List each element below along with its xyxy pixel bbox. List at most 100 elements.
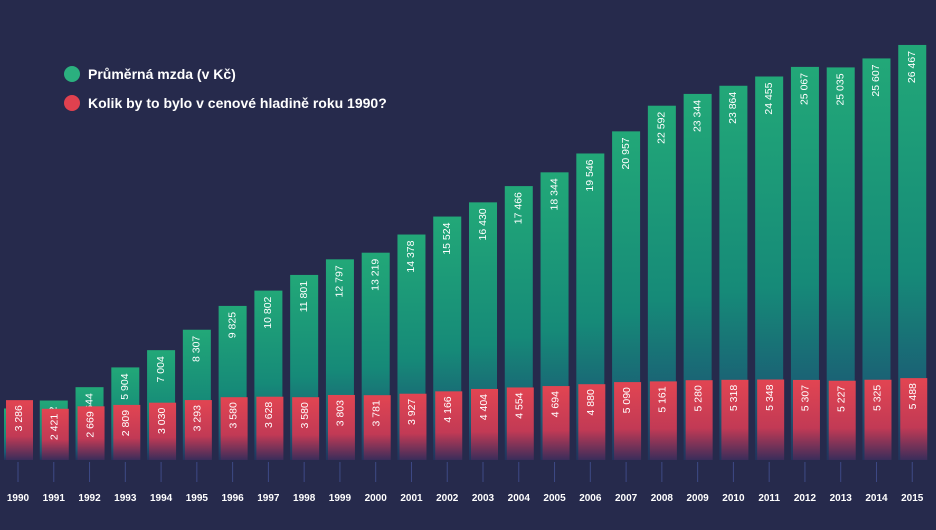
x-tick-label-1992: 1992 [78,493,101,504]
x-tick-label-2012: 2012 [794,493,817,504]
bar-label-green-1999: 12 797 [334,265,346,297]
bar-red-2007[interactable] [614,382,642,460]
x-tick-label-1994: 1994 [150,493,173,504]
bar-label-red-2007: 5 090 [621,387,633,413]
bar-label-green-1997: 10 802 [262,296,274,328]
bar-red-2005[interactable] [542,386,570,460]
bar-label-green-2012: 25 067 [799,73,811,105]
legend-label-green: Průměrná mzda (v Kč) [88,66,236,82]
x-tick-label-1993: 1993 [114,493,137,504]
bar-label-red-1990: 3 286 [13,405,25,431]
x-tick-label-1991: 1991 [43,493,66,504]
bar-label-red-2008: 5 161 [657,386,669,412]
bar-label-red-2013: 5 227 [835,386,847,412]
bar-label-red-1993: 2 809 [120,410,132,436]
bar-red-1995[interactable] [184,400,212,460]
bar-label-red-2005: 4 694 [549,391,561,417]
bar-red-2011[interactable] [757,379,785,460]
x-tick-label-2011: 2011 [758,493,780,504]
bar-label-red-2006: 4 880 [585,389,597,415]
bar-label-red-1992: 2 669 [84,411,96,437]
bar-red-1997[interactable] [256,396,284,460]
x-tick-label-2003: 2003 [472,493,495,504]
bar-label-green-2013: 25 035 [834,73,846,105]
bar-label-red-1995: 3 293 [192,405,204,431]
bar-label-green-1996: 9 825 [226,312,238,338]
bar-label-red-2002: 4 166 [442,396,454,422]
bar-label-green-2005: 18 344 [548,178,560,210]
bar-label-red-2004: 4 554 [514,392,526,418]
bar-red-1991[interactable] [41,408,69,460]
bar-label-green-2006: 19 546 [584,159,596,191]
bar-red-2013[interactable] [828,380,856,460]
bar-red-2014[interactable] [864,379,892,460]
bar-label-red-1991: 2 421 [49,414,61,440]
bar-red-1996[interactable] [220,397,248,460]
bar-red-1992[interactable] [77,406,105,460]
x-axis-ticks: 1990 1991 1992 1993 1994 1995 1996 1997 1998 1999… [7,462,924,504]
bar-label-green-2015: 26 467 [906,51,918,83]
bar-label-green-2003: 16 430 [477,208,489,240]
bar-label-red-2001: 3 927 [406,399,418,425]
bar-label-green-2014: 25 607 [870,64,882,96]
bar-label-red-1994: 3 030 [156,408,168,434]
x-tick-label-1997: 1997 [257,493,280,504]
bar-label-green-2011: 24 455 [763,82,775,114]
bar-red-2015[interactable] [900,378,928,460]
bar-label-green-1993: 5 904 [119,373,131,399]
series-red-bars: 3 286 2 421 2 669 2 809 3 030 3 293 3 580 3 628… [6,378,928,460]
bar-red-1990[interactable] [6,400,33,460]
bar-label-red-2003: 4 404 [478,394,490,420]
bar-red-2012[interactable] [792,379,820,460]
bar-label-green-2000: 13 219 [369,259,381,291]
bar-label-green-1998: 11 801 [298,281,310,312]
x-tick-label-2001: 2001 [400,493,423,504]
bar-red-1999[interactable] [327,394,355,460]
bar-red-2002[interactable] [435,391,463,460]
bar-label-red-2009: 5 280 [692,385,704,411]
bar-label-red-2011: 5 348 [764,384,776,410]
bar-label-green-2009: 23 344 [691,100,703,132]
legend: Průměrná mzda (v Kč) Kolik by to bylo v … [64,66,387,111]
x-tick-label-1990: 1990 [7,493,30,504]
x-tick-label-2006: 2006 [579,493,602,504]
x-tick-label-1999: 1999 [329,493,352,504]
bar-red-2003[interactable] [471,388,499,460]
bar-label-red-2012: 5 307 [800,385,812,411]
bar-label-green-1995: 8 307 [191,336,203,362]
bar-label-green-2010: 23 864 [727,92,739,124]
bar-label-red-2014: 5 325 [871,385,883,411]
x-tick-label-2010: 2010 [722,493,745,504]
bar-label-red-2015: 5 488 [907,383,919,409]
bar-label-red-1997: 3 628 [263,402,275,428]
bar-red-2009[interactable] [685,380,713,460]
bar-label-red-1999: 3 803 [335,400,347,426]
x-tick-label-2013: 2013 [830,493,853,504]
bar-red-2000[interactable] [363,395,391,460]
bar-label-red-1998: 3 580 [299,402,311,428]
x-tick-label-2000: 2000 [365,493,388,504]
bar-label-green-2002: 15 524 [441,222,453,254]
bar-red-1998[interactable] [292,397,320,460]
bar-red-2010[interactable] [721,379,749,460]
bar-red-2006[interactable] [578,384,606,460]
bar-label-green-2007: 20 957 [620,137,632,169]
legend-item-green[interactable]: Průměrná mzda (v Kč) [64,66,236,82]
x-tick-label-1998: 1998 [293,493,316,504]
bar-red-2001[interactable] [399,393,427,460]
x-tick-label-1996: 1996 [221,493,244,504]
bar-label-green-2004: 17 466 [513,192,525,224]
bar-red-2008[interactable] [649,381,677,460]
x-tick-label-2002: 2002 [436,493,459,504]
x-tick-label-2005: 2005 [543,493,566,504]
legend-label-red: Kolik by to bylo v cenové hladině roku 1… [88,95,387,111]
bar-red-2004[interactable] [506,387,534,460]
bar-red-1993[interactable] [113,404,141,460]
legend-swatch-green [64,66,80,82]
bar-label-green-2001: 14 378 [405,240,417,272]
legend-item-red[interactable]: Kolik by to bylo v cenové hladině roku 1… [64,95,387,111]
bar-red-1994[interactable] [149,402,177,460]
x-tick-label-2009: 2009 [687,493,710,504]
